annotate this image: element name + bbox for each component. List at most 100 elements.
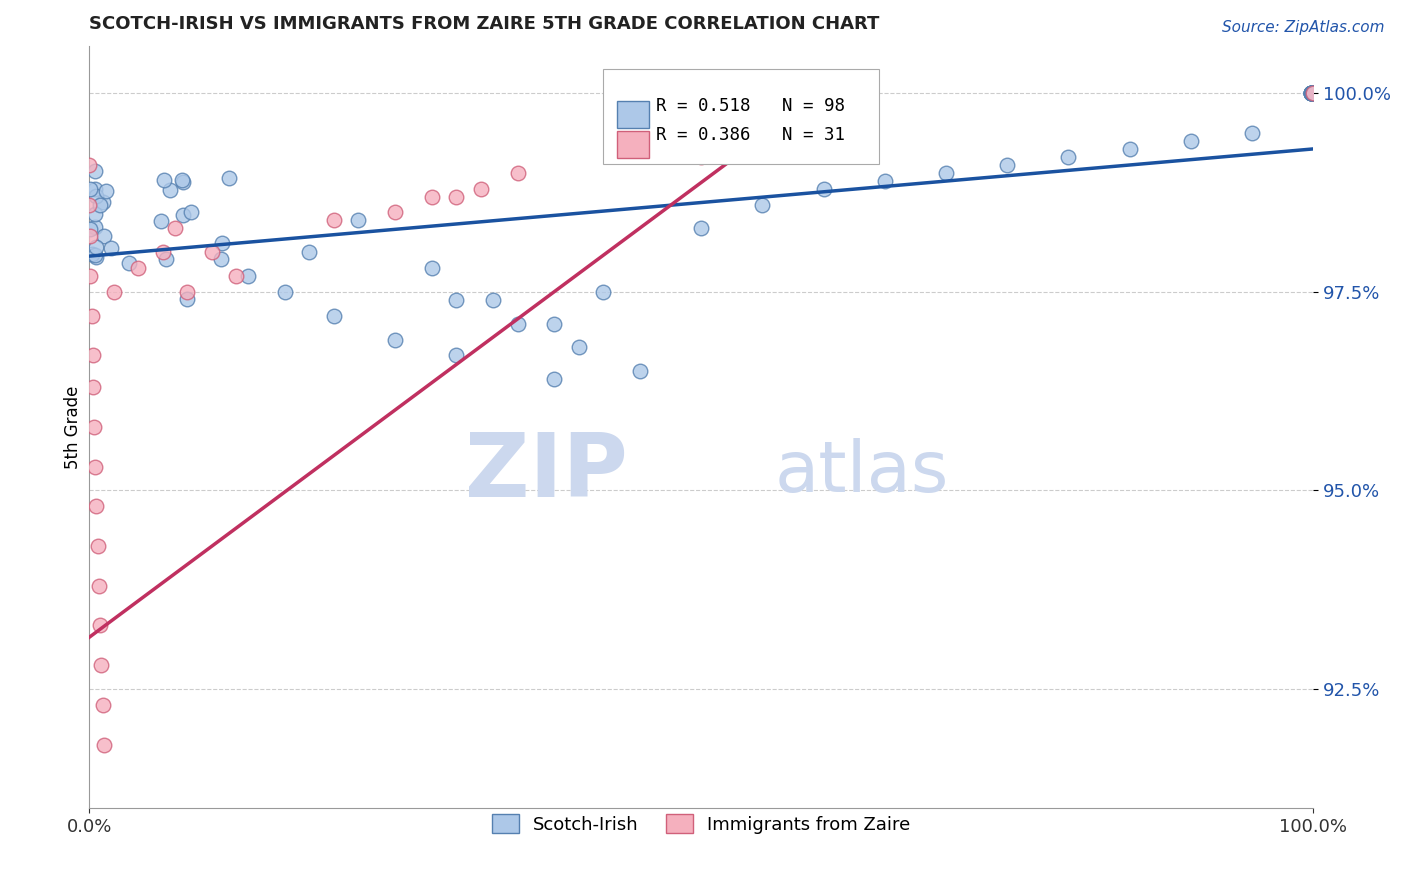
Point [152,245,174,260]
Point [274,285,297,299]
Point [1302,87,1324,101]
Point [1301,87,1323,101]
Y-axis label: 5th Grade: 5th Grade [65,385,82,468]
Point [1299,87,1322,101]
Point [1302,87,1324,101]
Text: ZIP: ZIP [465,429,627,516]
Point [1302,87,1324,101]
Point [94,184,117,198]
Point [84,240,107,254]
Point [420,261,443,276]
Text: R = 0.386   N = 31: R = 0.386 N = 31 [657,127,845,145]
Point [1302,87,1324,101]
Point [323,309,346,323]
Point [1302,87,1324,101]
Point [155,252,177,266]
Point [298,245,321,260]
Point [1302,87,1324,101]
Point [1057,150,1080,164]
Point [420,189,443,203]
Point [89,198,111,212]
Point [176,285,198,299]
Point [446,293,468,307]
Point [82,348,104,362]
Text: R = 0.518   N = 98: R = 0.518 N = 98 [657,96,845,115]
Point [1301,87,1323,101]
Point [82,380,104,394]
Point [543,372,565,386]
Point [180,205,202,219]
FancyBboxPatch shape [603,69,879,164]
Point [1302,87,1324,101]
Point [218,171,240,186]
Point [84,207,107,221]
Point [1301,87,1323,101]
Point [200,245,222,260]
Point [1302,87,1324,101]
Point [90,658,112,673]
Text: atlas: atlas [775,438,949,508]
Point [84,219,107,234]
Legend: Scotch-Irish, Immigrants from Zaire: Scotch-Irish, Immigrants from Zaire [485,807,918,841]
Point [690,221,713,235]
Point [1301,87,1323,101]
Point [1302,87,1324,101]
Point [79,222,101,236]
Point [1180,134,1202,148]
Point [77,158,100,172]
Point [87,579,110,593]
Point [995,158,1018,172]
FancyBboxPatch shape [617,130,648,158]
Point [1299,87,1322,101]
Point [1302,87,1324,101]
Point [592,285,614,299]
Point [170,172,193,186]
Point [91,194,114,209]
Point [84,250,107,264]
Point [1301,87,1323,101]
Point [568,341,591,355]
Point [84,189,107,203]
Point [347,213,370,227]
Point [163,221,186,235]
Point [1302,87,1324,101]
Point [172,208,194,222]
Point [1302,87,1324,101]
Point [1301,87,1323,101]
Point [1302,87,1324,101]
Text: SCOTCH-IRISH VS IMMIGRANTS FROM ZAIRE 5TH GRADE CORRELATION CHART: SCOTCH-IRISH VS IMMIGRANTS FROM ZAIRE 5T… [89,15,880,33]
Point [751,197,773,211]
Point [1302,87,1324,101]
Point [87,539,110,553]
Point [127,261,149,276]
Point [873,174,896,188]
Point [1118,142,1140,156]
Point [172,175,194,189]
Point [1301,87,1323,101]
Point [152,173,174,187]
Point [323,213,346,227]
Point [1299,87,1322,101]
Point [1302,87,1324,101]
Point [1241,126,1264,140]
Point [150,214,173,228]
Point [84,459,107,474]
Point [384,205,406,219]
Point [91,698,114,712]
Point [93,738,115,752]
Point [1301,87,1323,101]
Point [1302,87,1324,101]
Point [86,500,108,514]
Point [384,333,406,347]
Point [446,348,468,362]
Point [1302,87,1324,101]
Point [79,182,101,196]
Point [1302,87,1324,101]
Point [470,181,492,195]
Point [80,247,103,261]
Point [506,317,529,331]
Point [176,293,198,307]
Point [1302,87,1324,101]
Point [103,285,125,299]
Point [83,420,105,434]
